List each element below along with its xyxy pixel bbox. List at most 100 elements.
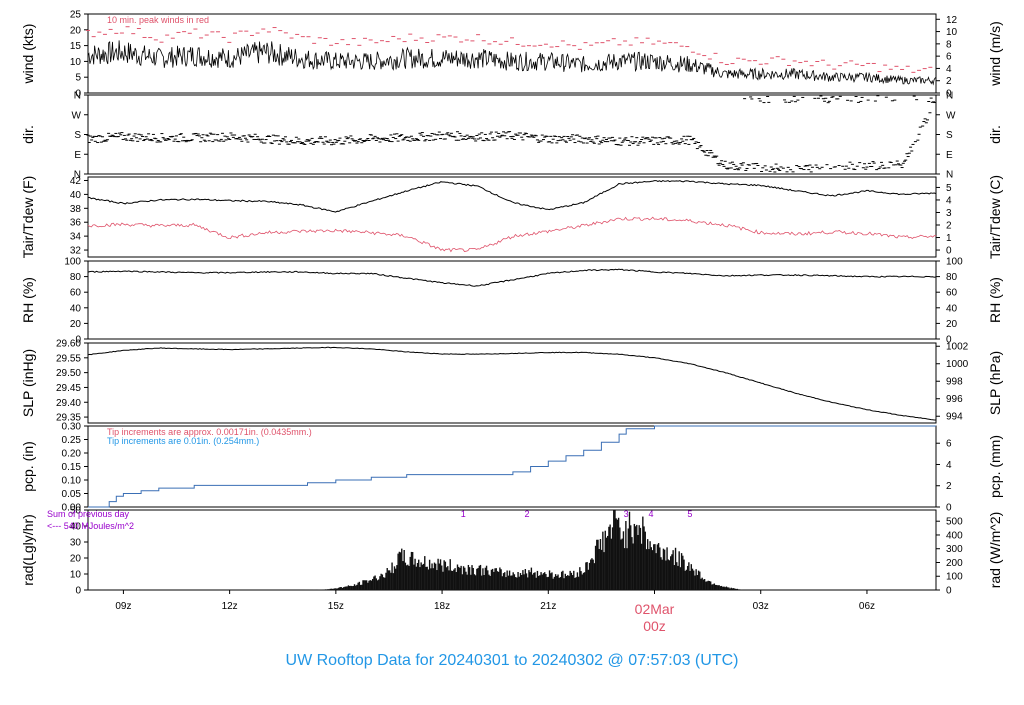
wind-direction-series	[86, 94, 937, 173]
right-tick-label: 300	[946, 544, 963, 555]
right-tick-label: 1000	[946, 359, 969, 370]
left-tick-label: 40	[70, 190, 82, 201]
left-tick-label: 29.50	[56, 368, 81, 379]
radiation-marker: 3	[624, 509, 629, 519]
right-tick-label: 80	[946, 272, 958, 283]
right-tick-label: N	[946, 170, 953, 181]
radiation-marker: 1	[461, 509, 466, 519]
panel-pcp: pcp. (in) pcp. (mm) 0.00 0.05 0.10 0.15 0.20 0.…	[20, 422, 1003, 514]
panel-frame	[87, 342, 937, 424]
right-tick-label: 100	[946, 257, 963, 268]
right-tick-label: 2	[946, 221, 952, 232]
left-tick-label: 29.60	[56, 339, 81, 350]
left-tick-label: 0.05	[62, 489, 82, 500]
wind-series: 10 min. peak winds in red	[86, 15, 937, 86]
right-tick-label: 0	[946, 246, 952, 257]
radiation-marker: 5	[687, 509, 692, 519]
peak-wind-marks	[86, 26, 933, 73]
left-tick-label: 0	[75, 89, 81, 100]
left-tick-label: 0.30	[62, 422, 82, 433]
left-tick-label: S	[74, 130, 81, 141]
right-tick-label: 40	[946, 303, 958, 314]
left-tick-label: 10	[70, 570, 82, 581]
panel-slp: SLP (inHg) SLP (hPa) 29.35 29.40 29.45 29.50 2…	[20, 339, 1003, 424]
left-tick-label: 34	[70, 232, 82, 243]
right-tick-label: 4	[946, 64, 952, 75]
rh-series	[87, 268, 937, 287]
right-tick-label: 6	[946, 52, 952, 63]
left-tick-label: 29.55	[56, 353, 81, 364]
right-tick-label: 12	[946, 15, 958, 26]
left-tick-label: 5	[75, 73, 81, 84]
right-tick-label: 6	[946, 439, 952, 450]
right-tick-label: 60	[946, 288, 958, 299]
right-tick-label: 996	[946, 394, 963, 405]
right-axis-label: wind (m/s)	[987, 21, 1003, 87]
left-tick-label: 20	[70, 25, 82, 36]
right-tick-label: 10	[946, 27, 958, 38]
left-tick-label: 0.00	[62, 503, 82, 514]
right-axis-label: SLP (hPa)	[987, 351, 1003, 415]
right-tick-label: 400	[946, 530, 963, 541]
right-tick-label: 0	[946, 335, 952, 346]
right-tick-label: 8	[946, 39, 952, 50]
radiation-series: Sum of previous day <--- 540 MJoules/m^2 1…	[47, 509, 743, 590]
panel-frame	[87, 13, 937, 94]
x-tick-label: 03z	[753, 601, 769, 612]
day-label: 02Mar	[635, 601, 675, 617]
left-axis-label: dir.	[20, 125, 36, 144]
panel-frame	[87, 260, 937, 340]
x-tick-label: 09z	[115, 601, 131, 612]
left-tick-label: N	[74, 170, 81, 181]
right-tick-label: S	[946, 130, 953, 141]
panel-temp: Tair/Tdew (F) Tair/Tdew (C)32343638404201…	[20, 175, 1003, 259]
left-tick-label: 29.40	[56, 398, 81, 409]
left-tick-label: 60	[70, 288, 82, 299]
left-tick-label: 50	[70, 506, 82, 517]
left-tick-label: 0	[75, 586, 81, 597]
right-tick-label: 2	[946, 76, 952, 87]
right-tick-label: 200	[946, 558, 963, 569]
right-tick-label: 100	[946, 572, 963, 583]
left-tick-label: 0	[75, 335, 81, 346]
peak-wind-note: 10 min. peak winds in red	[107, 15, 209, 25]
right-axis-label: pcp. (mm)	[987, 435, 1003, 498]
left-tick-label: 20	[70, 554, 82, 565]
left-tick-label: 80	[70, 272, 82, 283]
left-tick-label: W	[72, 110, 82, 121]
right-axis-label: rad (W/m^2)	[987, 512, 1003, 589]
x-tick-label: 18z	[434, 601, 450, 612]
right-tick-label: N	[946, 91, 953, 102]
precip-line	[88, 425, 936, 508]
right-tick-label: 2	[946, 481, 952, 492]
right-tick-label: 4	[946, 460, 952, 471]
right-tick-label: 1	[946, 233, 952, 244]
left-axis-label: rad(Lgly/hr)	[20, 514, 36, 586]
left-tick-label: 0.15	[62, 462, 82, 473]
left-tick-label: 29.35	[56, 413, 81, 424]
left-tick-label: 15	[70, 41, 82, 52]
temperature-series	[87, 180, 937, 253]
left-tick-label: 42	[70, 176, 82, 187]
left-tick-label: 100	[64, 257, 81, 268]
precip-note-approx: Tip increments are approx. 0.00171in. (0…	[107, 427, 312, 437]
right-tick-label: 1002	[946, 342, 969, 353]
right-tick-label: 0	[946, 89, 952, 100]
left-tick-label: 32	[70, 246, 82, 257]
right-tick-label: 0	[946, 503, 952, 514]
slp-line	[87, 346, 936, 421]
radiation-marker: 2	[525, 509, 530, 519]
right-tick-label: 20	[946, 319, 958, 330]
panel-rad: rad(Lgly/hr) rad (W/m^2)01020304050010020…	[20, 506, 1003, 597]
dewpoint-line	[87, 216, 936, 253]
left-tick-label: N	[74, 91, 81, 102]
left-tick-label: 36	[70, 218, 82, 229]
x-tick-label: 12z	[222, 601, 238, 612]
right-tick-label: 994	[946, 412, 963, 423]
right-tick-label: 4	[946, 195, 952, 206]
radiation-marker: 4	[648, 509, 653, 519]
x-tick-label: 15z	[328, 601, 344, 612]
x-tick-label: 21z	[540, 601, 556, 612]
